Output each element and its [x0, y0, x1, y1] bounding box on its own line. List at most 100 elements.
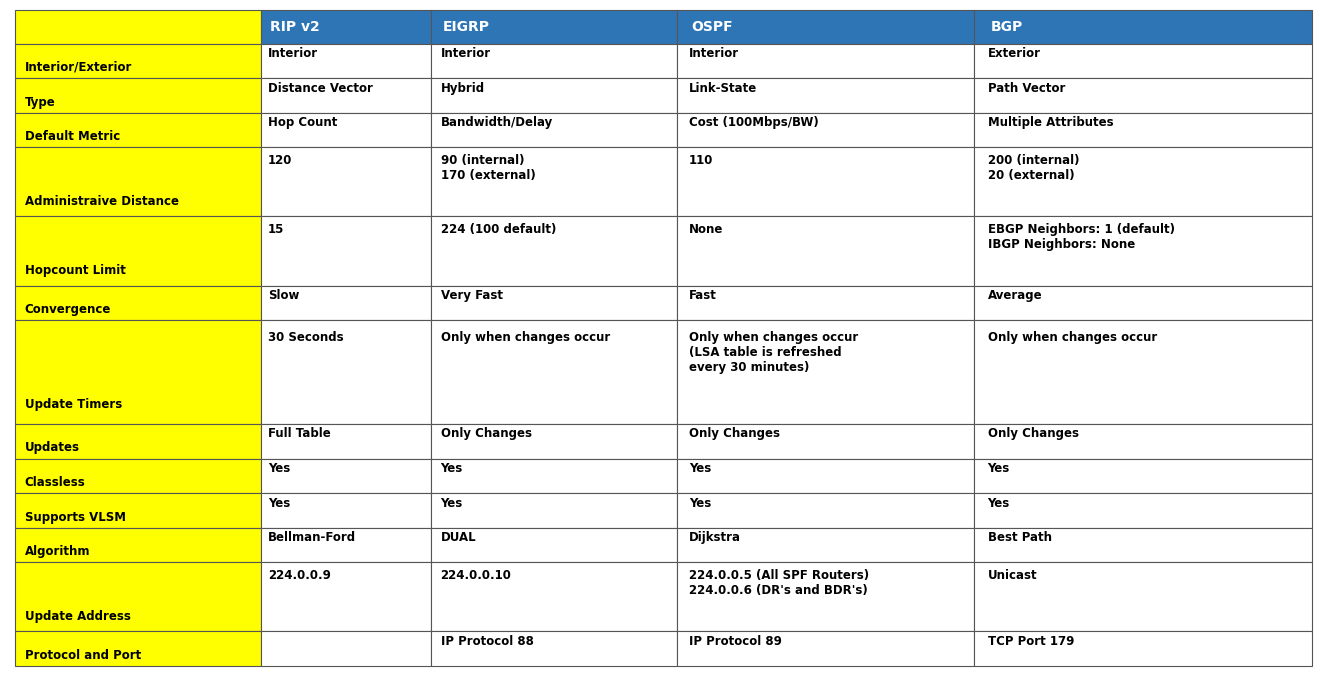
- Bar: [430, 320, 677, 424]
- Text: Type: Type: [25, 95, 56, 109]
- Text: Administraive Distance: Administraive Distance: [25, 195, 179, 208]
- Text: Only Changes: Only Changes: [441, 427, 532, 440]
- Text: TCP Port 179: TCP Port 179: [988, 635, 1074, 648]
- Bar: [974, 216, 1312, 285]
- Text: Link-State: Link-State: [688, 82, 757, 95]
- Bar: [430, 424, 677, 458]
- Bar: [261, 631, 430, 666]
- Bar: [15, 10, 261, 43]
- Bar: [261, 562, 430, 631]
- Bar: [974, 562, 1312, 631]
- Bar: [15, 216, 261, 285]
- Bar: [974, 113, 1312, 147]
- Text: 224.0.0.10: 224.0.0.10: [441, 569, 511, 582]
- Text: Bandwidth/Delay: Bandwidth/Delay: [441, 116, 553, 129]
- Text: Distance Vector: Distance Vector: [267, 82, 373, 95]
- Text: IP Protocol 88: IP Protocol 88: [441, 635, 534, 648]
- Bar: [15, 113, 261, 147]
- Text: Classless: Classless: [25, 476, 86, 489]
- Text: Interior: Interior: [441, 47, 491, 60]
- Text: Default Metric: Default Metric: [25, 130, 120, 143]
- Text: Yes: Yes: [441, 497, 463, 510]
- Bar: [261, 78, 430, 113]
- Bar: [974, 493, 1312, 528]
- Text: Best Path: Best Path: [988, 531, 1051, 544]
- Bar: [430, 493, 677, 528]
- Bar: [15, 285, 261, 320]
- Text: Yes: Yes: [441, 462, 463, 475]
- Text: RIP v2: RIP v2: [270, 20, 319, 34]
- Text: Yes: Yes: [688, 462, 711, 475]
- Text: 224.0.0.9: 224.0.0.9: [267, 569, 331, 582]
- Bar: [677, 320, 974, 424]
- Text: Yes: Yes: [267, 462, 290, 475]
- Bar: [430, 147, 677, 216]
- Text: Only Changes: Only Changes: [688, 427, 780, 440]
- Text: Yes: Yes: [988, 497, 1010, 510]
- Bar: [261, 147, 430, 216]
- Text: EBGP Neighbors: 1 (default)
IBGP Neighbors: None: EBGP Neighbors: 1 (default) IBGP Neighbo…: [988, 223, 1174, 251]
- Bar: [974, 320, 1312, 424]
- Text: Convergence: Convergence: [25, 303, 111, 316]
- Bar: [677, 562, 974, 631]
- Bar: [430, 631, 677, 666]
- Text: Bellman-Ford: Bellman-Ford: [267, 531, 356, 544]
- Bar: [261, 528, 430, 562]
- Text: DUAL: DUAL: [441, 531, 477, 544]
- Text: Path Vector: Path Vector: [988, 82, 1064, 95]
- Bar: [677, 285, 974, 320]
- Text: Yes: Yes: [688, 497, 711, 510]
- Text: Unicast: Unicast: [988, 569, 1037, 582]
- Bar: [677, 147, 974, 216]
- Bar: [677, 10, 974, 43]
- Bar: [974, 424, 1312, 458]
- Bar: [15, 43, 261, 78]
- Text: Update Address: Update Address: [25, 610, 131, 623]
- Bar: [15, 493, 261, 528]
- Bar: [677, 631, 974, 666]
- Bar: [430, 528, 677, 562]
- Text: IP Protocol 89: IP Protocol 89: [688, 635, 781, 648]
- Text: Hybrid: Hybrid: [441, 82, 485, 95]
- Text: BGP: BGP: [990, 20, 1023, 34]
- Text: Multiple Attributes: Multiple Attributes: [988, 116, 1113, 129]
- Text: 224.0.0.5 (All SPF Routers)
224.0.0.6 (DR's and BDR's): 224.0.0.5 (All SPF Routers) 224.0.0.6 (D…: [688, 569, 869, 597]
- Bar: [974, 285, 1312, 320]
- Text: 110: 110: [688, 154, 714, 167]
- Text: Hop Count: Hop Count: [267, 116, 338, 129]
- Text: 224 (100 default): 224 (100 default): [441, 223, 556, 237]
- Text: Supports VLSM: Supports VLSM: [25, 510, 126, 523]
- Bar: [677, 113, 974, 147]
- Bar: [974, 78, 1312, 113]
- Bar: [15, 147, 261, 216]
- Text: Only when changes occur: Only when changes occur: [988, 331, 1157, 343]
- Bar: [15, 424, 261, 458]
- Bar: [15, 458, 261, 493]
- Text: Updates: Updates: [25, 441, 79, 454]
- Bar: [261, 320, 430, 424]
- Bar: [677, 78, 974, 113]
- Bar: [15, 631, 261, 666]
- Text: Dijkstra: Dijkstra: [688, 531, 740, 544]
- Text: EIGRP: EIGRP: [444, 20, 490, 34]
- Text: Only when changes occur
(LSA table is refreshed
every 30 minutes): Only when changes occur (LSA table is re…: [688, 331, 858, 374]
- Text: Only when changes occur: Only when changes occur: [441, 331, 610, 343]
- Text: Slow: Slow: [267, 289, 299, 302]
- Bar: [261, 493, 430, 528]
- Bar: [261, 458, 430, 493]
- Bar: [15, 320, 261, 424]
- Text: Yes: Yes: [267, 497, 290, 510]
- Bar: [261, 10, 430, 43]
- Bar: [430, 10, 677, 43]
- Bar: [974, 43, 1312, 78]
- Text: Interior: Interior: [688, 47, 739, 60]
- Bar: [430, 285, 677, 320]
- Text: None: None: [688, 223, 723, 237]
- Text: 15: 15: [267, 223, 285, 237]
- Bar: [261, 43, 430, 78]
- Bar: [974, 10, 1312, 43]
- Bar: [677, 458, 974, 493]
- Text: Yes: Yes: [988, 462, 1010, 475]
- Bar: [430, 78, 677, 113]
- Text: Cost (100Mbps/BW): Cost (100Mbps/BW): [688, 116, 818, 129]
